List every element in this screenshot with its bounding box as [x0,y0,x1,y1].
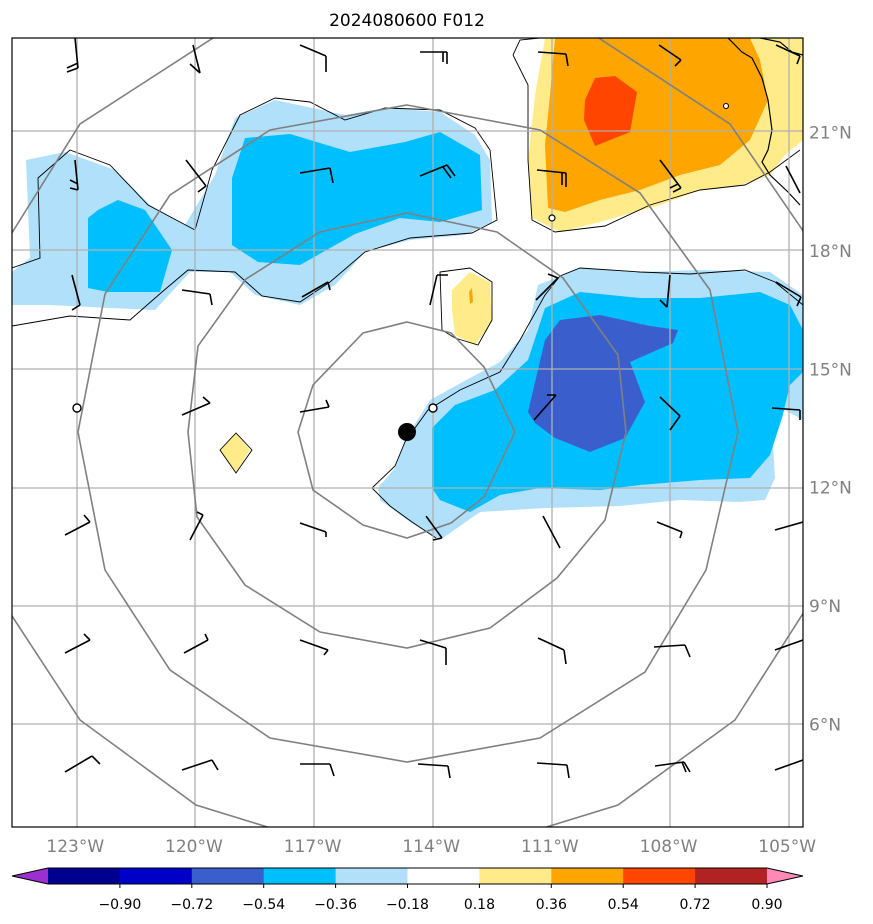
longitude-label: 105°W [758,837,816,857]
colorbar-tick-label: −0.36 [314,897,357,913]
latitude-labels: 6°N 9°N 12°N 15°N 18°N 21°N [809,124,852,736]
range-rings [12,38,803,827]
coastline [727,38,803,206]
colorbar-outline [11,867,804,885]
latitude-label: 21°N [809,124,852,144]
range-ring-4 [12,38,803,827]
latitude-label: 9°N [809,597,841,617]
map-frame [11,37,804,828]
map-title: 2024080600 F012 [329,11,485,31]
wind-barbs [64,38,803,779]
colorbar-segment [263,868,337,884]
colorbar-tick-label: −0.90 [98,897,141,913]
latitude-label: 12°N [809,479,852,499]
latitude-label: 6°N [809,715,841,735]
colorbar-segment [48,868,121,884]
storm-center-marker [398,423,416,441]
colorbar-segment [335,868,408,884]
range-ring-1 [297,321,516,539]
colorbar-segment [551,868,624,884]
latitude-label: 18°N [809,242,852,262]
longitude-label: 117°W [284,837,342,857]
calm-wind-marker [722,102,730,110]
colorbar-tick-label: 0.90 [751,897,782,913]
longitude-labels: 123°W 120°W 117°W 114°W 111°W 108°W 105°W [46,837,816,857]
positive-anomaly-small-patches [220,272,492,472]
colorbar-tick-label: −0.54 [242,897,285,913]
colorbar-tick-label: 0.18 [464,897,495,913]
colorbar-tick-label: 0.72 [680,897,711,913]
colorbar-extend-max [767,868,803,884]
longitude-label: 111°W [521,837,579,857]
calm-wind-marker [548,214,556,222]
longitude-label: 108°W [640,837,698,857]
colorbar-tick-label: 0.54 [608,897,639,913]
colorbar-tick-label: −0.18 [386,897,429,913]
colorbar-tick-label: 0.36 [536,897,567,913]
latitude-label: 15°N [809,360,852,380]
colorbar: −0.90 −0.72 −0.54 −0.36 −0.18 0.18 0.36 0.54 0.7… [11,867,804,913]
colorbar-segment [407,868,480,884]
calm-wind-marker [428,403,438,413]
colorbar-segment [695,868,768,884]
colorbar-segment [623,868,696,884]
range-ring-3 [77,104,739,763]
longitude-label: 120°W [165,837,223,857]
longitude-label: 114°W [402,837,460,857]
negative-anomaly-east [378,268,803,540]
range-ring-2 [187,212,627,649]
colorbar-segment [479,868,552,884]
colorbar-extend-min [12,868,48,884]
colorbar-segment [119,868,193,884]
colorbar-segment [191,868,265,884]
gridlines [12,38,803,827]
colorbar-tick-label: −0.72 [170,897,213,913]
calm-wind-marker [72,403,82,413]
longitude-label: 123°W [46,837,104,857]
map-plot-area [12,38,803,827]
